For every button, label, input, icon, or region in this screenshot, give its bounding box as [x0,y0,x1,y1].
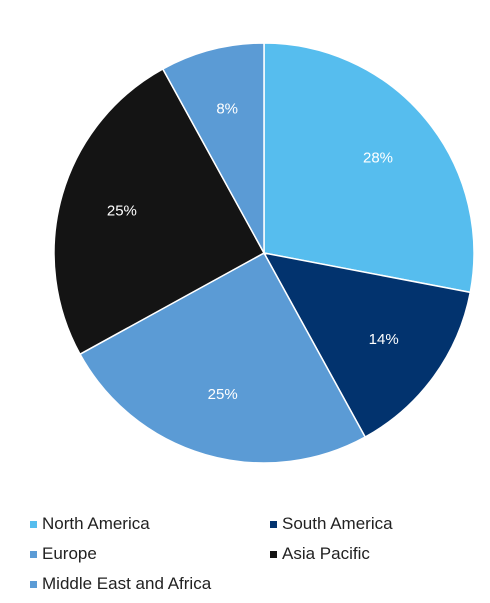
legend-item-europe: Europe [30,542,270,566]
legend-swatch [30,550,37,558]
legend-label: Europe [42,544,97,563]
data-label: 25% [107,203,137,220]
pie-chart: 28% 14% 25% 25% 8% [53,42,475,464]
pie-slice-north-america [263,42,475,294]
data-label: 25% [208,386,238,403]
data-label: 8% [216,101,238,118]
data-label: 14% [369,331,399,348]
legend-item-north-america: North America [30,512,270,536]
legend-item-south-america: South America [270,512,470,536]
pie-slice-middle-east-and-africa [161,42,265,254]
legend-swatch [30,580,37,588]
legend-label: Middle East and Africa [42,574,212,593]
legend-item-middle-east-and-africa: Middle East and Africa [30,572,270,596]
legend-swatch [270,550,277,558]
data-label: 28% [363,150,393,167]
legend-label: North America [42,514,150,533]
legend-label: South America [282,514,393,533]
legend-label: Asia Pacific [282,544,370,563]
pie-slice-south-america [262,251,472,439]
pie-slice-labels: 28% 14% 25% 25% 8% [107,101,399,404]
legend-item-asia-pacific: Asia Pacific [270,542,470,566]
pie-slice-asia-pacific [53,67,266,356]
legend-swatch [30,520,37,528]
pie-slices [53,42,475,464]
pie-slice-europe [78,251,367,464]
legend-swatch [270,520,277,528]
legend: North America South America Europe Asia … [30,512,470,596]
